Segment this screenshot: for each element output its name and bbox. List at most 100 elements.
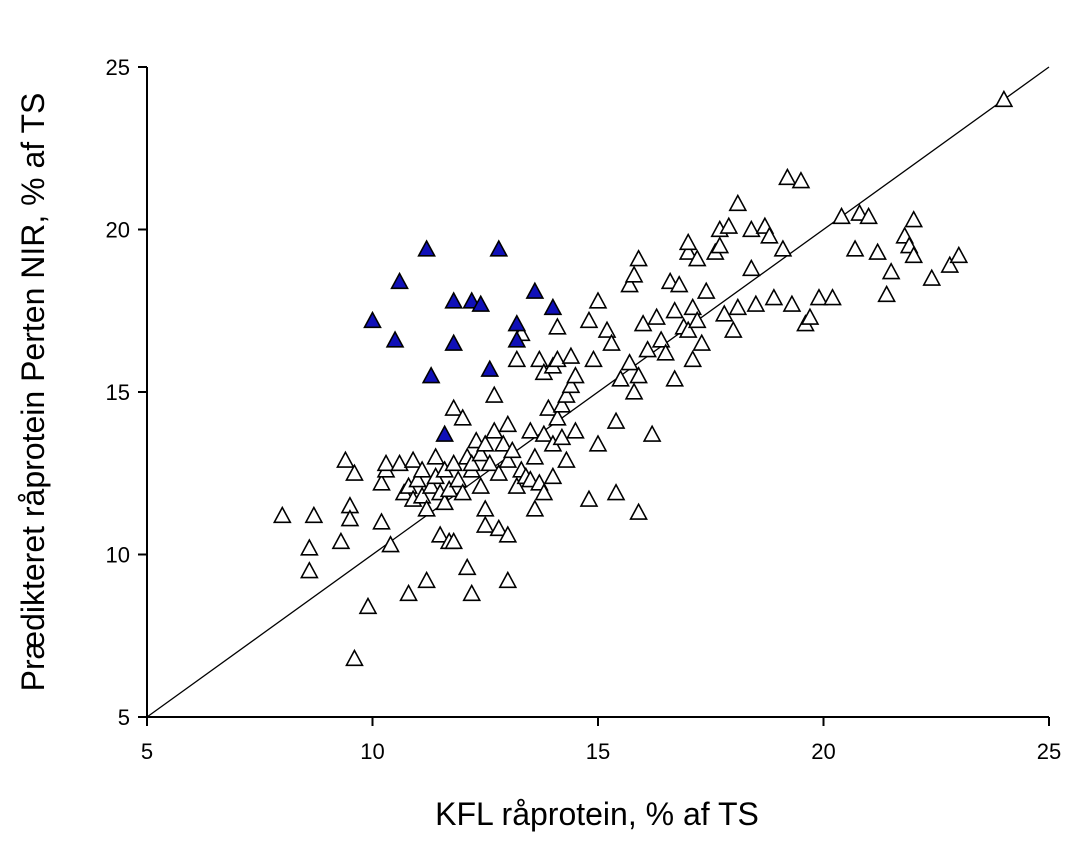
open-triangle-marker xyxy=(624,382,644,400)
open-triangle-marker xyxy=(683,297,703,316)
open-triangle-marker xyxy=(484,421,504,439)
open-triangle-marker xyxy=(435,492,455,511)
open-triangle-marker xyxy=(439,479,459,498)
open-triangle-marker xyxy=(345,648,364,667)
filled-triangle-marker xyxy=(421,366,441,384)
open-triangle-marker xyxy=(475,499,495,517)
open-triangle-marker xyxy=(507,349,527,368)
open-triangle-marker xyxy=(809,288,829,306)
open-triangle-marker xyxy=(678,242,698,260)
open-triangle-marker xyxy=(372,512,391,530)
open-triangle-marker xyxy=(480,453,500,472)
open-triangle-marker xyxy=(561,346,581,364)
open-triangle-marker xyxy=(651,330,671,348)
x-tick-label: 10 xyxy=(360,739,384,764)
y-tick-label: 5 xyxy=(118,705,130,730)
open-triangle-marker xyxy=(566,421,585,439)
x-tick-label: 20 xyxy=(811,739,835,764)
reference-line xyxy=(146,66,1050,718)
open-triangle-marker xyxy=(345,463,364,481)
open-triangle-marker xyxy=(791,171,811,189)
open-triangle-marker xyxy=(543,466,563,485)
open-triangle-marker xyxy=(484,385,504,403)
open-triangle-marker xyxy=(773,239,793,257)
open-triangle-marker xyxy=(548,349,567,368)
open-triangle-marker xyxy=(579,489,599,507)
open-triangle-marker xyxy=(358,596,378,615)
open-triangle-marker xyxy=(683,349,703,368)
open-triangle-marker xyxy=(272,505,292,524)
open-triangle-marker xyxy=(489,463,509,481)
open-triangle-marker xyxy=(656,343,675,361)
open-triangle-marker xyxy=(710,236,730,254)
open-triangle-marker xyxy=(760,226,779,244)
open-triangle-marker xyxy=(629,249,648,267)
filled-triangle-marker xyxy=(435,424,455,442)
open-triangle-marker xyxy=(462,583,482,602)
open-triangle-marker xyxy=(723,320,743,338)
open-triangle-marker xyxy=(746,294,766,312)
y-tick-label: 15 xyxy=(106,380,130,405)
filled-triangle-marker xyxy=(471,294,491,312)
filled-triangle-marker xyxy=(507,314,527,332)
open-triangle-marker xyxy=(372,473,391,491)
open-triangle-marker xyxy=(475,515,495,533)
open-triangle-marker xyxy=(629,502,648,520)
open-triangle-marker xyxy=(430,525,450,543)
open-triangle-marker xyxy=(714,304,734,322)
open-triangle-marker xyxy=(949,245,969,264)
open-triangle-marker xyxy=(412,460,432,478)
open-triangle-marker xyxy=(994,89,1014,108)
filled-triangle-marker xyxy=(543,297,563,316)
axes: 5 10 15 20 25 5 10 15 20 25 xyxy=(106,55,1062,764)
open-triangle-marker xyxy=(475,434,495,452)
x-tick-label: 5 xyxy=(141,739,153,764)
filled-triangle-marker xyxy=(417,239,436,257)
open-triangle-marker xyxy=(521,421,540,439)
filled-triangle-marker xyxy=(525,281,545,299)
open-triangle-marker xyxy=(620,275,639,293)
open-triangle-marker xyxy=(629,366,648,384)
open-triangle-marker xyxy=(457,557,477,576)
open-triangle-marker xyxy=(845,239,865,257)
open-triangle-marker xyxy=(453,408,473,426)
open-triangle-marker xyxy=(823,288,842,306)
open-triangle-marker xyxy=(678,232,698,251)
open-triangle-marker xyxy=(471,476,491,494)
open-triangle-marker xyxy=(606,483,626,501)
open-triangle-marker xyxy=(453,483,473,501)
open-triangle-marker xyxy=(579,310,599,329)
open-triangle-marker xyxy=(669,275,689,293)
open-triangle-marker xyxy=(881,262,901,280)
open-triangle-marker xyxy=(548,408,567,426)
open-triangle-marker xyxy=(868,242,887,260)
open-triangle-marker xyxy=(620,353,639,371)
open-triangle-marker xyxy=(448,470,468,488)
open-triangle-marker xyxy=(399,583,418,602)
y-tick-label: 25 xyxy=(106,55,130,80)
open-triangle-marker xyxy=(764,288,784,306)
open-triangle-marker xyxy=(444,453,464,472)
open-triangle-marker xyxy=(692,333,712,351)
open-triangle-marker xyxy=(687,310,707,329)
open-triangle-marker xyxy=(922,268,942,286)
open-triangle-marker xyxy=(489,518,509,537)
open-triangle-marker xyxy=(471,444,491,462)
open-triangle-marker xyxy=(421,476,441,494)
open-triangle-marker xyxy=(696,281,716,299)
filled-triangle-marker xyxy=(390,271,409,290)
open-triangle-marker xyxy=(687,249,707,267)
open-triangle-marker xyxy=(877,284,896,303)
open-triangle-marker xyxy=(336,450,355,468)
open-triangle-marker xyxy=(390,453,409,472)
open-triangle-marker xyxy=(606,411,626,429)
open-triangle-marker xyxy=(561,375,581,394)
open-triangle-marker xyxy=(597,320,617,338)
open-triangle-marker xyxy=(859,206,878,225)
x-tick-label: 15 xyxy=(586,739,610,764)
open-triangle-marker xyxy=(525,447,545,465)
filled-triangle-marker xyxy=(385,330,405,348)
open-triangle-marker xyxy=(530,349,549,368)
open-triangle-marker xyxy=(566,366,585,384)
